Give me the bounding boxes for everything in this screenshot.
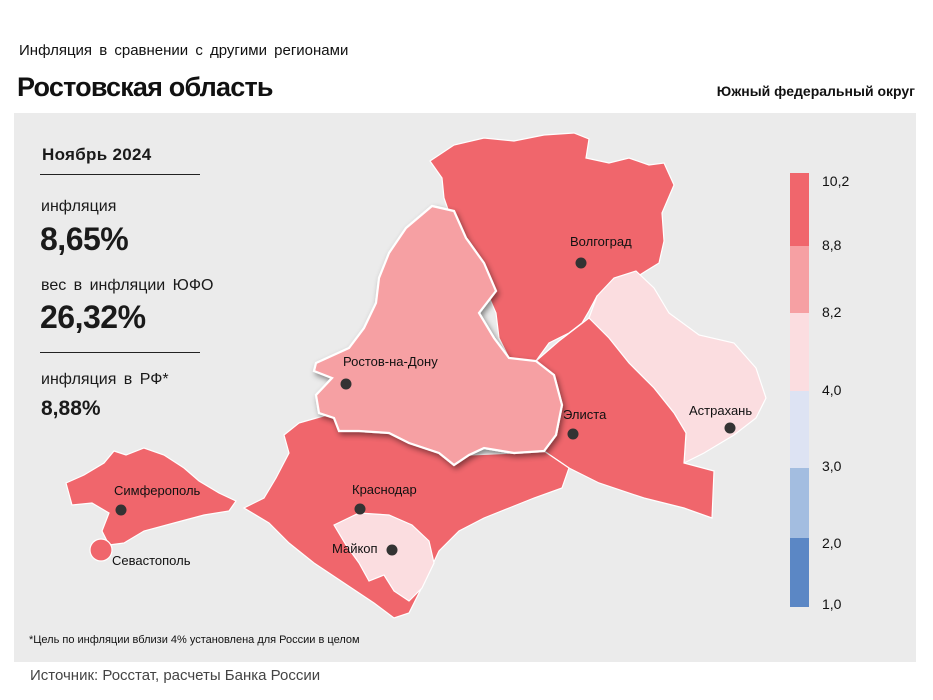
city-marker-simferopol	[115, 504, 127, 516]
legend-swatch	[790, 313, 809, 391]
weight-value: 26,32%	[40, 299, 146, 335]
inflation-value: 8,65%	[40, 221, 129, 257]
rf-inflation-value: 8,88%	[41, 397, 101, 420]
legend-tick: 8,2	[822, 304, 842, 320]
city-marker-rostov	[340, 378, 352, 390]
legend-swatch	[790, 538, 809, 607]
region-rostov	[312, 204, 564, 467]
city-marker-krasnodar	[354, 503, 366, 515]
city-marker-astrakhan	[724, 422, 736, 434]
district-label: Южный федеральный округ	[716, 83, 915, 99]
divider	[40, 174, 200, 175]
stats-block: Ноябрь 2024 инфляция 8,65% вес в инфляци…	[14, 113, 234, 443]
region-adygea	[333, 512, 435, 602]
weight-label: вес в инфляции ЮФО	[41, 277, 214, 294]
page-title: Ростовская область	[17, 72, 273, 102]
legend-tick: 10,2	[822, 173, 850, 189]
region-sevastopol	[89, 538, 113, 562]
city-label-sevastopol: Севастополь	[112, 553, 191, 568]
footnote: *Цель по инфляции вблизи 4% установлена …	[29, 634, 360, 646]
legend-swatch	[790, 246, 809, 313]
legend-swatch	[790, 173, 809, 246]
city-label-rostov: Ростов-на-Дону	[343, 354, 438, 369]
map-panel: Ноябрь 2024 инфляция 8,65% вес в инфляци…	[14, 113, 916, 662]
city-markers: Волгоград Ростов-на-Дону Элиста Астрахан…	[112, 234, 752, 568]
period-label: Ноябрь 2024	[42, 145, 152, 164]
legend-tick: 2,0	[822, 535, 842, 551]
inflation-label: инфляция	[41, 198, 117, 215]
city-label-volgograd: Волгоград	[570, 234, 632, 249]
city-label-simferopol: Симферополь	[114, 483, 201, 498]
color-legend: 10,2 8,8 8,2 4,0 3,0 2,0 1,0	[790, 173, 910, 613]
legend-tick: 4,0	[822, 382, 842, 398]
city-marker-elista	[567, 428, 579, 440]
city-label-elista: Элиста	[563, 407, 607, 422]
rf-inflation-label: инфляция в РФ*	[41, 371, 169, 388]
legend-tick: 1,0	[822, 596, 842, 612]
city-label-maikop: Майкоп	[332, 541, 378, 556]
region-crimea	[65, 447, 237, 546]
source-note: Источник: Росстат, расчеты Банка России	[30, 667, 321, 684]
city-label-astrakhan: Астрахань	[689, 403, 752, 418]
legend-swatch	[790, 391, 809, 468]
legend-tick: 3,0	[822, 458, 842, 474]
city-marker-maikop	[386, 544, 398, 556]
region-map	[65, 132, 767, 619]
legend-swatch	[790, 468, 809, 538]
city-marker-volgograd	[575, 257, 587, 269]
city-label-krasnodar: Краснодар	[352, 482, 417, 497]
chart-subtitle: Инфляция в сравнении с другими регионами	[19, 42, 349, 59]
divider	[40, 352, 200, 353]
legend-tick: 8,8	[822, 237, 842, 253]
